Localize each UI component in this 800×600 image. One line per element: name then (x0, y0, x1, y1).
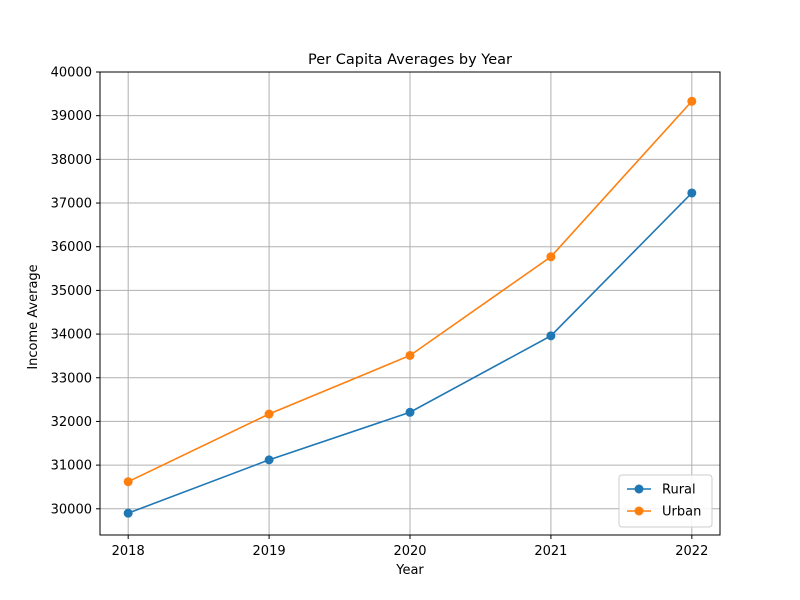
y-tick-label: 38000 (51, 153, 92, 168)
data-point (687, 188, 697, 198)
y-tick-label: 36000 (51, 240, 92, 255)
series-urban (123, 96, 697, 487)
data-point (123, 477, 133, 487)
data-point (687, 96, 697, 106)
axis-ticks: 2018 2019 2020 2021 2022 30000 31000 32000 33000… (51, 66, 709, 560)
grid-lines (100, 71, 720, 535)
legend-marker (634, 484, 644, 494)
x-axis-label: Year (395, 563, 424, 578)
legend-item-urban: Urban (627, 505, 701, 520)
data-point (546, 252, 556, 262)
series-rural (123, 188, 697, 518)
x-tick-label: 2022 (675, 544, 708, 559)
data-point (405, 350, 415, 360)
legend-label: Urban (662, 505, 701, 520)
y-axis-label: Income Average (26, 264, 41, 369)
data-point (123, 508, 133, 518)
data-point (546, 331, 556, 341)
x-tick-label: 2020 (393, 544, 426, 559)
x-tick-label: 2021 (534, 544, 567, 559)
y-tick-label: 30000 (51, 502, 92, 517)
y-tick-label: 40000 (51, 66, 92, 81)
series-layer (123, 96, 697, 518)
y-tick-label: 34000 (51, 328, 92, 343)
legend-marker (634, 506, 644, 516)
y-tick-label: 31000 (51, 459, 92, 474)
legend-label: Rural (662, 483, 696, 498)
y-tick-label: 33000 (51, 371, 92, 386)
data-point (264, 455, 274, 465)
y-tick-label: 35000 (51, 284, 92, 299)
legend-item-rural: Rural (627, 483, 696, 498)
y-tick-label: 37000 (51, 197, 92, 212)
legend: Rural Urban (618, 474, 713, 528)
data-point (264, 409, 274, 419)
y-tick-label: 32000 (51, 415, 92, 430)
data-point (405, 407, 415, 417)
y-tick-label: 39000 (51, 109, 92, 124)
x-tick-label: 2018 (112, 544, 145, 559)
chart-title: Per Capita Averages by Year (308, 52, 512, 68)
x-tick-label: 2019 (253, 544, 286, 559)
